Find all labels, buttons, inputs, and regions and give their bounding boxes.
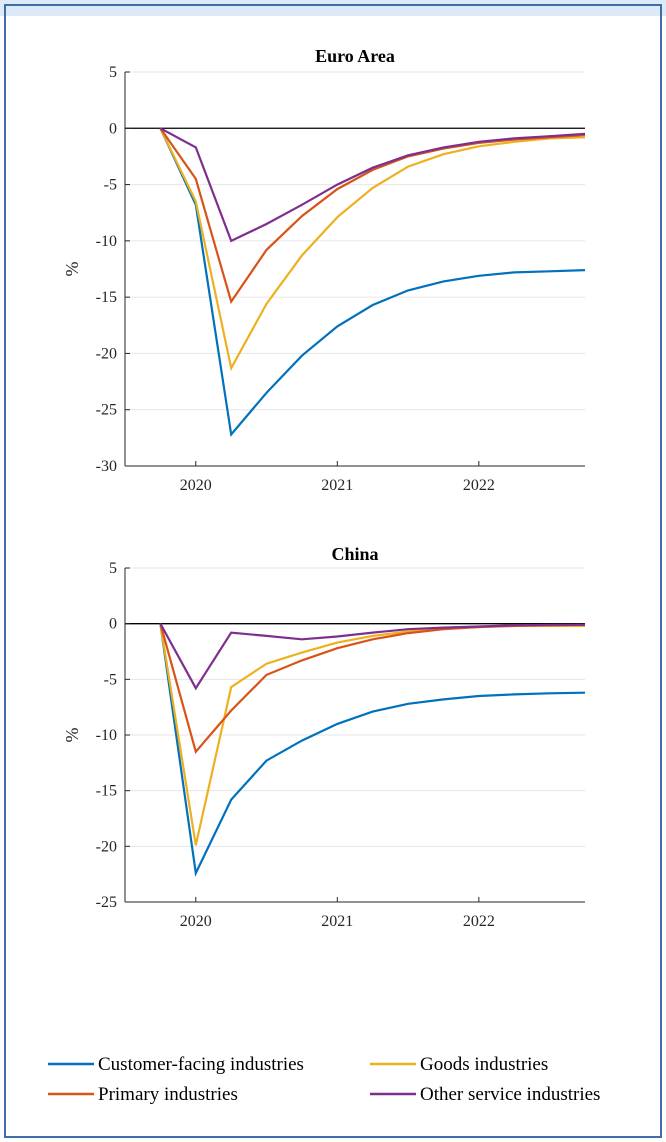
legend-label-2: Primary industries bbox=[98, 1084, 238, 1105]
x-tick-label: 2021 bbox=[321, 913, 353, 930]
header-band bbox=[0, 0, 666, 16]
y-tick-label: 5 bbox=[109, 64, 117, 81]
y-tick-label: -25 bbox=[96, 894, 117, 911]
y-tick-label: -20 bbox=[96, 345, 117, 362]
x-tick-label: 2020 bbox=[180, 477, 212, 494]
series-line-0 bbox=[159, 623, 586, 877]
y-tick-label: 0 bbox=[109, 120, 117, 137]
y-tick-label: -5 bbox=[104, 177, 117, 194]
y-tick-label: 5 bbox=[109, 560, 117, 577]
y-tick-label: -5 bbox=[104, 671, 117, 688]
y-tick-label: 0 bbox=[109, 616, 117, 633]
x-tick-label: 2022 bbox=[463, 477, 495, 494]
y-tick-label: -20 bbox=[96, 838, 117, 855]
y-axis-label: % bbox=[62, 728, 82, 743]
series-line-3 bbox=[159, 127, 586, 243]
figure-border bbox=[4, 4, 662, 1138]
y-tick-label: -10 bbox=[96, 233, 117, 250]
x-tick-label: 2022 bbox=[463, 913, 495, 930]
series-line-0 bbox=[159, 127, 586, 438]
chart-title: Euro Area bbox=[315, 46, 395, 66]
y-tick-label: -10 bbox=[96, 727, 117, 744]
series-line-1 bbox=[159, 127, 586, 372]
series-line-2 bbox=[159, 127, 586, 305]
legend: Customer-facing industries Goods industri… bbox=[48, 1054, 600, 1105]
series-line-3 bbox=[159, 623, 585, 691]
x-tick-label: 2021 bbox=[321, 477, 353, 494]
y-tick-label: -25 bbox=[96, 402, 117, 419]
x-tick-label: 2020 bbox=[180, 913, 212, 930]
legend-label-1: Goods industries bbox=[420, 1054, 548, 1075]
y-tick-label: -15 bbox=[96, 783, 117, 800]
chart-euro-area: 5 0 -5 -10 -15 -20 -25 -30 2020 2021 2022 Euro Area… bbox=[62, 46, 586, 494]
y-tick-label: -15 bbox=[96, 289, 117, 306]
y-tick-label: -30 bbox=[96, 458, 117, 475]
legend-label-3: Other service industries bbox=[420, 1084, 600, 1105]
chart-china: 5 0 -5 -10 -15 -20 -25 2020 2021 2022 China% bbox=[62, 544, 586, 930]
y-axis-label: % bbox=[62, 262, 82, 277]
chart-title: China bbox=[331, 544, 378, 564]
legend-label-0: Customer-facing industries bbox=[98, 1054, 304, 1075]
